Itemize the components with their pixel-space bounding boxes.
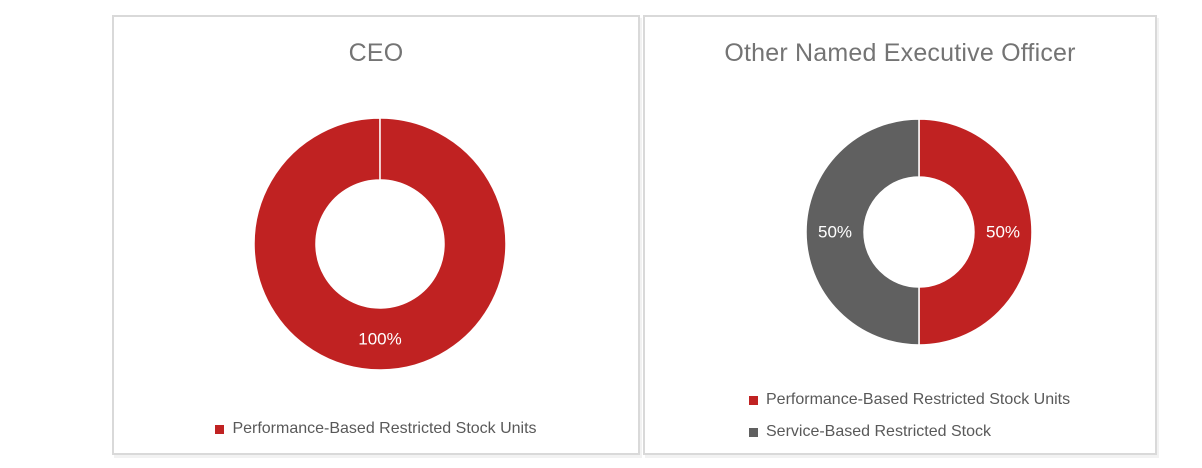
legend-item: Performance-Based Restricted Stock Units bbox=[749, 388, 1070, 412]
legend-label: Performance-Based Restricted Stock Units bbox=[766, 391, 1071, 408]
legend-marker-swatch bbox=[215, 424, 225, 434]
legend-marker-swatch bbox=[749, 427, 758, 437]
legend-marker-swatch bbox=[749, 395, 758, 405]
data-label: 50% bbox=[986, 223, 1020, 242]
chart-panel-ceo: CEO 100% Performance-Based Restricted St… bbox=[112, 15, 640, 455]
legend-label: Performance-Based Restricted Stock Units bbox=[232, 420, 537, 437]
legend-item: Performance-Based Restricted Stock Units bbox=[215, 417, 537, 441]
data-label: 50% bbox=[818, 223, 852, 242]
donut-slice bbox=[253, 117, 507, 371]
donut-chart-ceo: 100% bbox=[253, 117, 507, 371]
legend-other-neo: Performance-Based Restricted Stock Units… bbox=[645, 388, 1155, 444]
legend-item: Service-Based Restricted Stock bbox=[749, 420, 991, 444]
data-label: 100% bbox=[358, 330, 401, 349]
chart-title-ceo: CEO bbox=[348, 39, 404, 67]
donut-slice bbox=[918, 118, 1033, 346]
donut-chart-other-neo: 50% 50% bbox=[805, 118, 1033, 346]
legend-label: Service-Based Restricted Stock bbox=[766, 423, 991, 440]
chart-panel-other-neo: Other Named Executive Officer 50% 50% Per… bbox=[643, 15, 1157, 455]
legend-ceo: Performance-Based Restricted Stock Units bbox=[114, 417, 638, 441]
donut-slice bbox=[805, 118, 920, 346]
chart-title-other-neo: Other Named Executive Officer bbox=[724, 39, 1076, 67]
